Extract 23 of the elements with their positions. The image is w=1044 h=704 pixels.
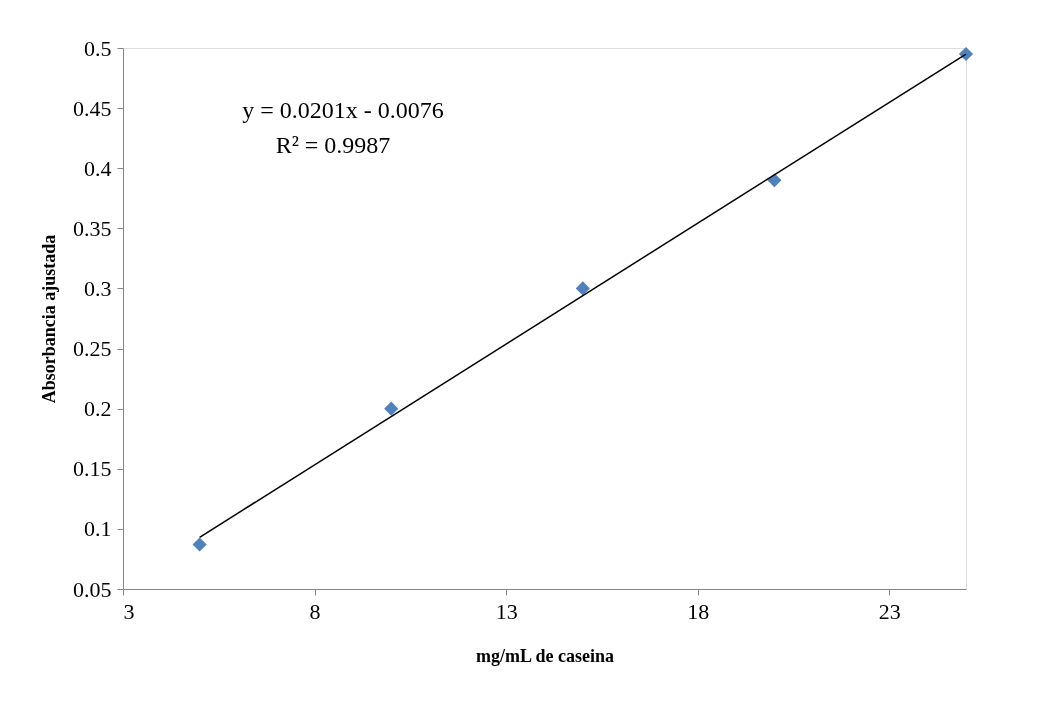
- x-tick-label: 3: [123, 598, 135, 624]
- x-tick-label: 8: [309, 598, 321, 624]
- y-tick-label: 0.15: [73, 456, 112, 482]
- y-tick-label: 0.4: [84, 155, 112, 181]
- point: [192, 537, 207, 552]
- x-axis-title: mg/mL de caseina: [476, 645, 614, 666]
- x-tick-label: 18: [687, 598, 710, 624]
- x-tick-label: 13: [495, 598, 518, 624]
- y-tick-label: 0.05: [73, 576, 112, 602]
- y-tick-label: 0.35: [73, 215, 112, 241]
- y-axis-title: Absorbancia ajustada: [39, 234, 59, 404]
- annotation: R² = 0.9987: [275, 132, 391, 158]
- y-tick-label: 0.25: [73, 336, 112, 362]
- y-tick-label: 0.2: [84, 396, 112, 422]
- x-tick-label: 23: [878, 598, 901, 624]
- annotation: y = 0.0201x - 0.0076: [242, 97, 444, 123]
- point: [384, 401, 399, 416]
- point: [958, 46, 974, 62]
- point: [575, 281, 590, 296]
- y-tick-label: 0.45: [73, 95, 112, 121]
- y-tick-label: 0.5: [84, 35, 112, 61]
- y-tick-label: 0.1: [84, 516, 112, 542]
- y-tick-label: 0.3: [84, 275, 112, 301]
